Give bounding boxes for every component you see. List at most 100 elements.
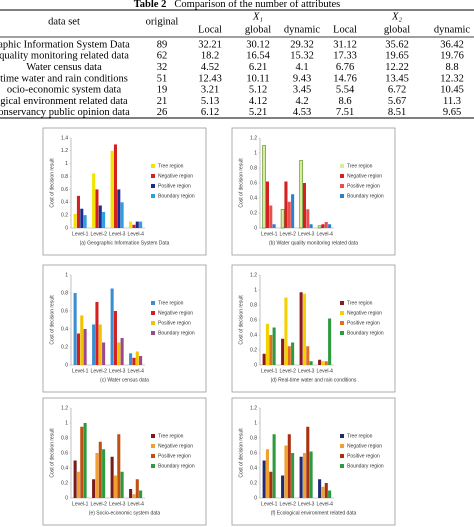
table-cell: 10.45 — [440, 85, 464, 96]
bar — [284, 445, 288, 498]
y-tick-label: 0.8 — [250, 435, 257, 441]
chart-frame — [42, 127, 207, 256]
x-tick-label: Level-2 — [91, 231, 108, 237]
x-tick-label: Level-2 — [280, 231, 297, 237]
table: Table 2 Comparison of the number of attri… — [0, 0, 474, 119]
bar — [306, 426, 310, 498]
table-cell: 4.2 — [295, 96, 308, 107]
bar — [113, 144, 117, 228]
y-axis-label: Cost of decision result — [49, 428, 55, 478]
y-tick-label: 0 — [65, 362, 68, 368]
bar — [139, 356, 143, 365]
legend-label: Negative region — [347, 443, 382, 449]
y-tick-label: 0.4 — [250, 195, 257, 201]
bar — [265, 323, 269, 365]
bar — [328, 224, 332, 228]
legend-swatch — [340, 174, 344, 178]
x-tick-label: Level-4 — [128, 368, 145, 374]
y-tick-label: 0.6 — [61, 187, 68, 193]
table-cell: 4.1 — [295, 62, 308, 73]
legend-label: Negative region — [347, 310, 382, 316]
bar — [135, 351, 139, 365]
row-label: gical environment related data — [0, 96, 128, 107]
bar — [321, 224, 325, 228]
legend-label: Tree region — [158, 433, 184, 439]
legend-label: Tree region — [158, 163, 184, 169]
legend-label: Boundary region — [347, 463, 384, 469]
header-cell: X₁ — [252, 11, 263, 22]
x-tick-label: Level-1 — [72, 368, 89, 374]
table-cell: 9.43 — [293, 73, 311, 84]
bar — [291, 453, 295, 498]
table-cell: 5.21 — [249, 107, 267, 118]
bar — [272, 224, 276, 228]
header-cell: X₂ — [391, 11, 402, 22]
table-cell: 8.6 — [338, 96, 351, 107]
table-cell: 6.72 — [388, 85, 406, 96]
chart-caption: (c) Water census data — [100, 377, 149, 383]
y-tick-label: 0.8 — [61, 435, 68, 441]
table-cell: 31.12 — [333, 39, 357, 50]
legend-swatch — [340, 301, 344, 305]
bar — [324, 361, 328, 365]
y-tick-label: 1 — [65, 272, 68, 278]
y-tick-label: 0.4 — [250, 332, 257, 338]
bar — [284, 181, 288, 228]
y-tick-label: 1.2 — [250, 405, 257, 411]
legend-swatch — [151, 301, 155, 305]
legend-swatch — [340, 454, 344, 458]
legend-swatch — [151, 331, 155, 335]
bar — [269, 471, 273, 498]
bar — [92, 173, 96, 228]
y-tick-label: 0.6 — [250, 450, 257, 456]
chart-frame — [42, 264, 207, 393]
table-cell: 18.2 — [201, 51, 219, 62]
header-cell: Local — [198, 24, 222, 35]
legend-label: Tree region — [158, 300, 184, 306]
row-label: time water and rain conditions — [0, 73, 128, 84]
x-tick-label: Level-3 — [109, 231, 126, 237]
bar — [92, 324, 96, 365]
legend-swatch — [151, 321, 155, 325]
y-tick-label: 0.2 — [61, 480, 68, 486]
table-cell: 32 — [157, 62, 168, 73]
legend-label: Negative region — [347, 173, 382, 179]
table-cell: 5.67 — [388, 96, 406, 107]
bar — [132, 357, 136, 365]
table-cell: 17.33 — [333, 51, 357, 62]
bar — [318, 359, 322, 365]
table-cell: 3.45 — [293, 85, 311, 96]
table-cell: 4.52 — [201, 62, 219, 73]
bar — [317, 225, 322, 229]
bar — [262, 460, 266, 498]
table-cell: 32.21 — [198, 39, 222, 50]
x-tick-label: Level-1 — [261, 501, 278, 507]
chart-caption: (d) Real-time water and rain conditions — [271, 377, 357, 383]
x-tick-label: Level-2 — [280, 368, 297, 374]
table-cell: 14.76 — [333, 73, 357, 84]
bar — [120, 202, 124, 228]
bar — [117, 342, 121, 365]
chart-frame — [231, 264, 396, 393]
bar — [287, 346, 291, 365]
y-tick-label: 1.2 — [250, 272, 257, 278]
header-cell: Local — [333, 24, 357, 35]
bar — [269, 335, 273, 365]
row-label: Water census data — [26, 62, 102, 73]
y-tick-label: 0.2 — [250, 210, 257, 216]
y-tick-label: 0.6 — [250, 317, 257, 323]
table-cell: 6.12 — [201, 107, 219, 118]
y-tick-label: 0 — [254, 362, 257, 368]
y-tick-label: 0.8 — [61, 290, 68, 296]
table-cell: 51 — [157, 73, 168, 84]
row-label: ocio-economic system data — [7, 85, 122, 96]
x-tick-label: Level-4 — [317, 501, 334, 507]
header-cell: global — [384, 24, 410, 35]
bar — [280, 208, 285, 229]
table-cell: 21 — [157, 96, 168, 107]
y-tick-label: 1 — [254, 150, 257, 156]
bar — [129, 221, 133, 228]
header-cell: data set — [48, 16, 80, 27]
bar — [324, 483, 328, 498]
bar — [129, 489, 133, 498]
